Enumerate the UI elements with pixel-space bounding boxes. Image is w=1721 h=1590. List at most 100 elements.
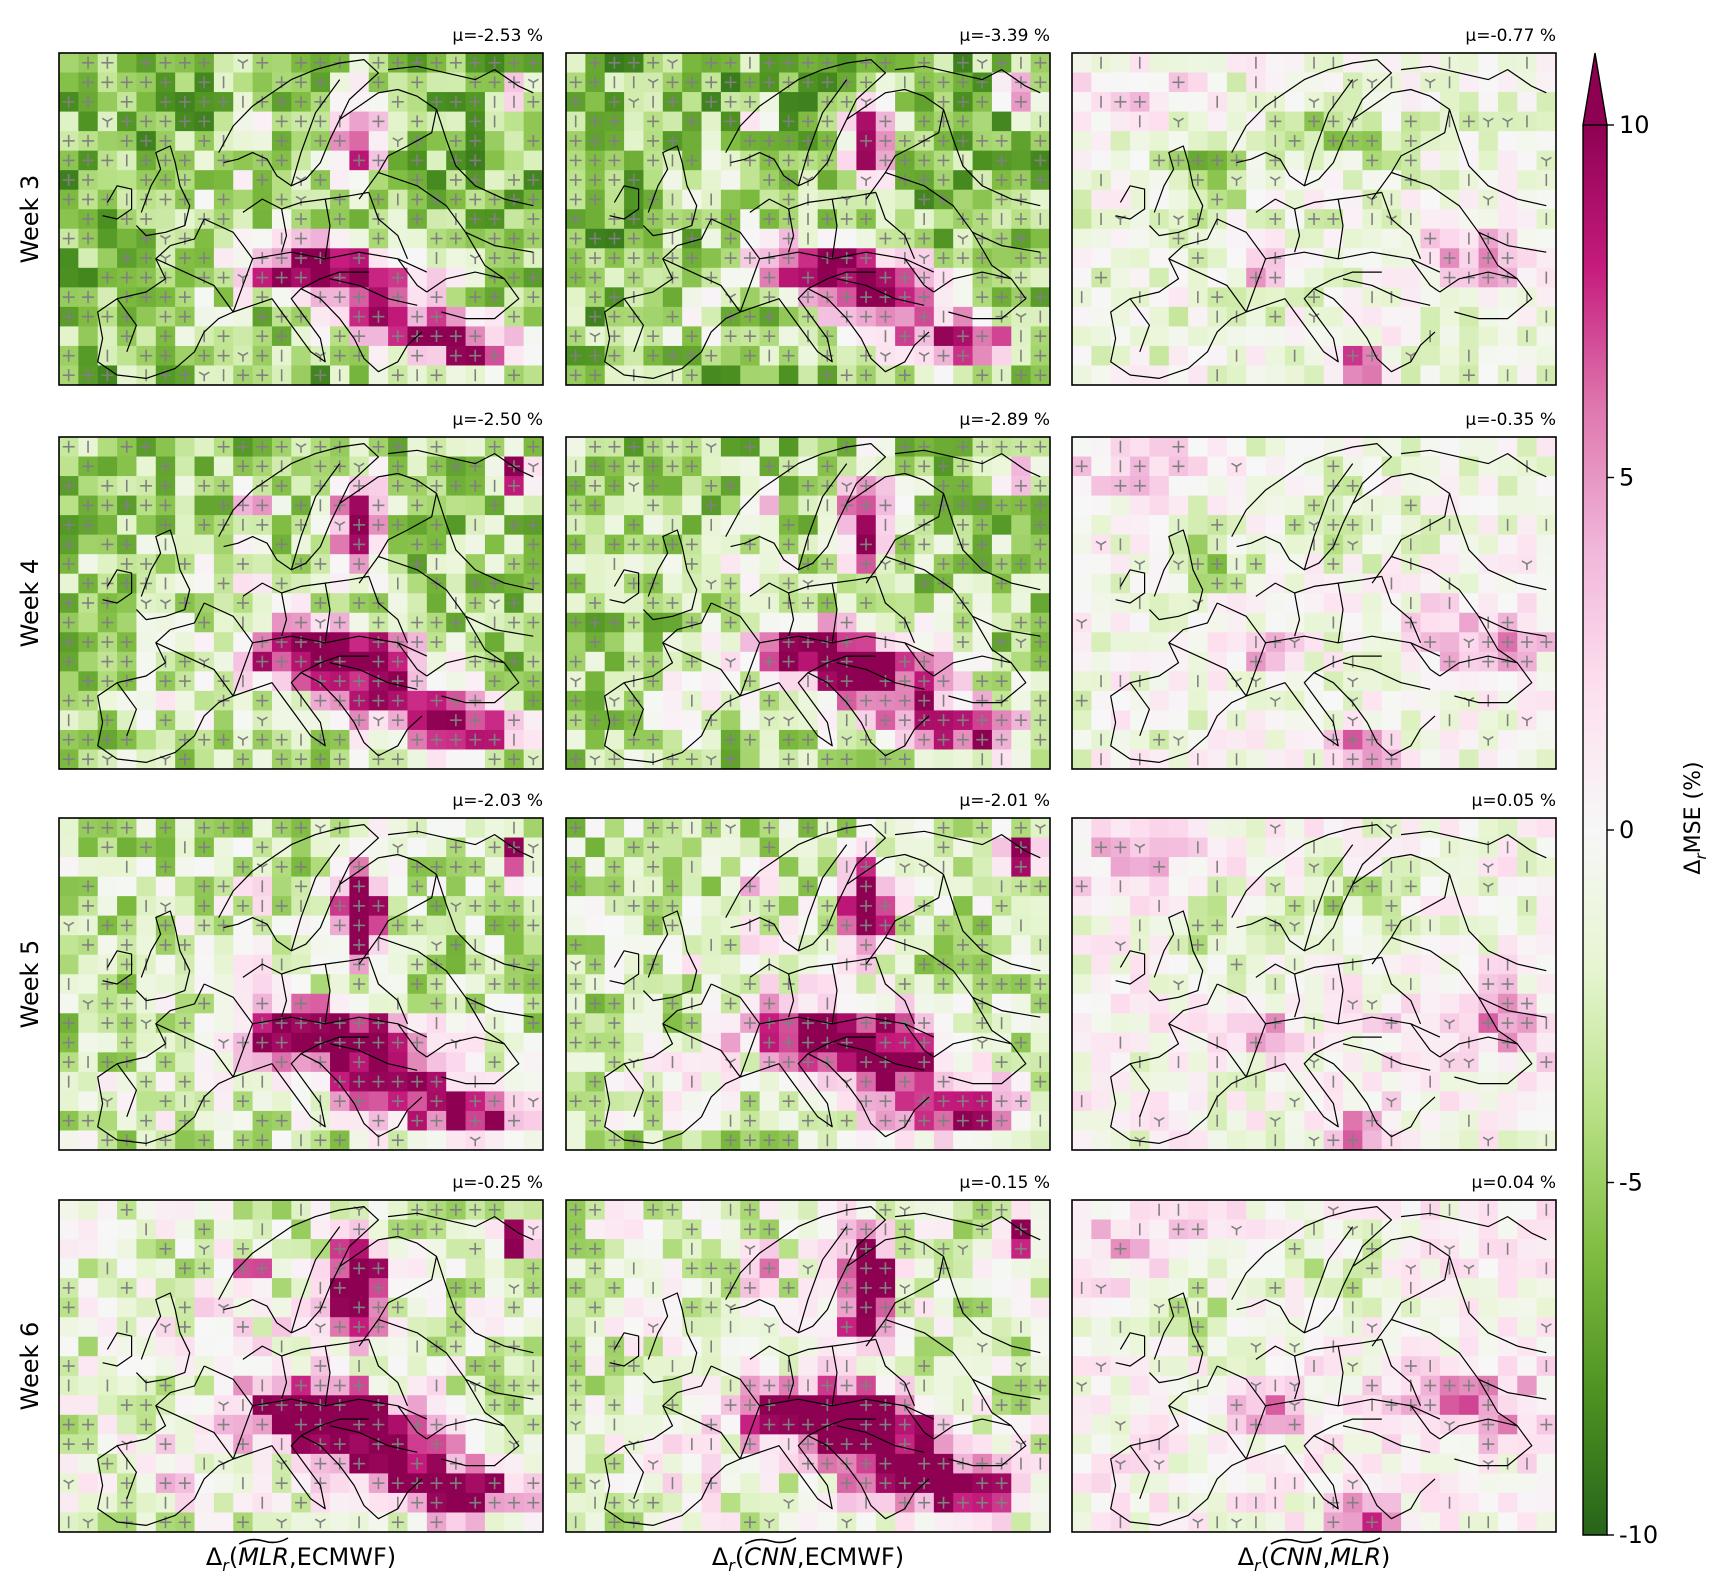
heatmap-cell [604, 729, 625, 751]
heatmap-cell [682, 974, 703, 995]
heatmap-cell [388, 954, 409, 975]
significance-marker [995, 134, 1008, 147]
coastline [1381, 576, 1422, 644]
significance-marker [295, 232, 307, 245]
heatmap-cell [349, 837, 370, 858]
significance-marker [802, 271, 814, 284]
significance-marker [507, 252, 520, 265]
heatmap-cell [523, 1032, 543, 1053]
significance-marker [275, 899, 288, 912]
heatmap-cell [566, 837, 586, 858]
significance-marker [995, 978, 1008, 990]
heatmap-cell [175, 131, 196, 152]
significance-marker [159, 938, 172, 951]
significance-marker [178, 938, 191, 951]
heatmap-cell [1284, 573, 1305, 594]
heatmap-cell [504, 876, 525, 897]
significance-marker [82, 154, 95, 167]
heatmap-cell [1304, 170, 1325, 191]
significance-marker [62, 753, 75, 766]
significance-marker [159, 349, 172, 362]
significance-marker [120, 938, 133, 951]
significance-marker [295, 499, 307, 512]
heatmap-cell [446, 248, 467, 269]
heatmap-cell [1226, 534, 1247, 555]
heatmap-cell [1459, 749, 1480, 769]
significance-marker [159, 499, 172, 512]
heatmap-cell [701, 857, 722, 878]
heatmap-cell [1536, 189, 1556, 210]
significance-marker [159, 675, 172, 688]
heatmap-cell [682, 287, 703, 308]
significance-marker [589, 134, 602, 147]
heatmap-cell [1420, 729, 1441, 751]
coastline [788, 208, 795, 253]
heatmap-cell [1343, 456, 1363, 477]
heatmap-cell [1072, 632, 1092, 653]
significance-marker [647, 154, 660, 167]
significance-marker [937, 252, 950, 265]
significance-marker [705, 755, 717, 766]
heatmap-cell [1188, 111, 1209, 132]
heatmap-cell [856, 632, 877, 653]
heatmap-cell [895, 993, 916, 1014]
significance-marker [685, 753, 698, 766]
heatmap-cell [1149, 515, 1170, 536]
significance-marker [198, 479, 211, 492]
heatmap-cell [1517, 248, 1538, 269]
significance-marker [724, 616, 737, 629]
significance-marker [1034, 291, 1047, 304]
heatmap-cell [446, 554, 467, 575]
significance-marker [1034, 655, 1047, 668]
significance-marker [918, 271, 931, 284]
significance-marker [627, 213, 640, 225]
heatmap-cell [1362, 632, 1383, 653]
significance-marker [898, 460, 911, 473]
significance-marker [647, 499, 660, 512]
heatmap-cell [349, 365, 370, 385]
heatmap-cell [426, 876, 447, 897]
heatmap-cell [446, 954, 467, 975]
heatmap-cell [97, 1110, 118, 1132]
panel-week4-col1: μ=-2.50 % [58, 410, 544, 770]
significance-marker [372, 76, 385, 89]
coastline [465, 231, 505, 280]
heatmap-cell [1343, 92, 1363, 113]
coastline [1246, 288, 1436, 373]
significance-marker [608, 154, 621, 167]
significance-marker [353, 597, 366, 609]
heatmap-cell [446, 365, 467, 385]
heatmap-cell [1207, 632, 1228, 653]
significance-marker [840, 694, 853, 707]
heatmap-cell [1536, 287, 1556, 308]
significance-marker [1191, 252, 1204, 265]
heatmap-cell [778, 671, 799, 692]
heatmap-cell [1497, 671, 1518, 692]
heatmap-cell [875, 248, 896, 269]
significance-marker [507, 1114, 520, 1127]
significance-marker [469, 733, 482, 746]
significance-marker [589, 997, 602, 1010]
heatmap-cell [1226, 53, 1247, 74]
heatmap-cell [1149, 267, 1170, 288]
significance-marker [82, 310, 95, 323]
heatmap-cell [1362, 710, 1383, 731]
heatmap-cell [837, 573, 857, 594]
significance-marker [937, 95, 950, 108]
significance-marker [898, 369, 911, 382]
heatmap-cell [136, 632, 157, 653]
coastline [135, 910, 191, 1002]
significance-marker [1014, 440, 1027, 453]
heatmap-cell [368, 345, 389, 367]
heatmap-cell [1536, 476, 1556, 497]
heatmap-cell [1130, 495, 1151, 516]
significance-marker [608, 538, 621, 551]
significance-marker [1014, 714, 1027, 727]
heatmap-cell [1207, 228, 1228, 249]
heatmap-cell [271, 612, 292, 633]
significance-marker [860, 694, 873, 707]
heatmap-cell [136, 915, 157, 936]
heatmap-cell [1381, 437, 1402, 458]
heatmap-cell [720, 365, 741, 385]
heatmap-cell [233, 651, 254, 672]
